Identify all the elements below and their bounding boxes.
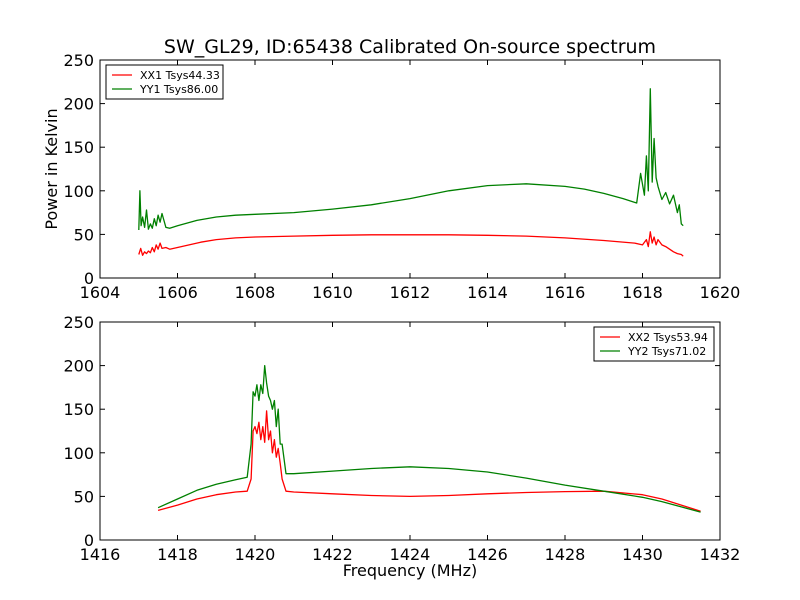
y-tick-label-1-0: 0: [84, 531, 94, 550]
x-tick-label-0-0: 1604: [80, 283, 121, 302]
y-tick-label-0-4: 200: [63, 95, 94, 114]
y-tick-label-0-3: 150: [63, 138, 94, 157]
y-tick-label-0-1: 50: [74, 225, 94, 244]
legend-box-1: [593, 326, 715, 362]
x-tick-label-1-2: 1420: [235, 545, 276, 564]
x-tick-label-1-0: 1416: [80, 545, 121, 564]
x-tick-label-1-7: 1430: [622, 545, 663, 564]
y-tick-label-0-2: 100: [63, 182, 94, 201]
series-line-1-0: [157, 410, 701, 512]
legend-label-1-1: YY2 Tsys71.02: [627, 345, 706, 358]
chart-title: SW_GL29, ID:65438 Calibrated On-source s…: [164, 36, 656, 58]
legend-box-0: [105, 64, 224, 100]
x-tick-label-0-2: 1608: [235, 283, 276, 302]
legend-label-0-1: YY1 Tsys86.00: [139, 83, 218, 96]
x-tick-label-1-8: 1432: [700, 545, 741, 564]
y-tick-label-1-2: 100: [63, 444, 94, 463]
x-tick-label-1-4: 1424: [390, 545, 431, 564]
x-tick-label-1-3: 1422: [312, 545, 353, 564]
y-axis-label: Power in Kelvin: [42, 108, 61, 229]
x-tick-label-1-1: 1418: [157, 545, 198, 564]
x-tick-label-0-7: 1618: [622, 283, 663, 302]
y-tick-label-0-0: 0: [84, 269, 94, 288]
y-tick-label-1-5: 250: [63, 313, 94, 332]
plot-top: 1604 1606 1608 1610 1612 1614 1616 1618 1620 0 50 1…: [63, 51, 740, 302]
y-tick-label-1-3: 150: [63, 400, 94, 419]
x-tick-label-0-8: 1620: [700, 283, 741, 302]
x-tick-label-1-5: 1426: [467, 545, 508, 564]
series-line-1-1: [157, 364, 701, 513]
series-line-0-0: [138, 231, 684, 257]
legend-label-0-0: XX1 Tsys44.33: [140, 69, 220, 82]
plot-bottom: 1416 1418 1420 1422 1424 1426 1428 1430 1432 0 50 1…: [63, 313, 740, 564]
y-tick-label-1-4: 200: [63, 357, 94, 376]
x-tick-label-0-4: 1612: [390, 283, 431, 302]
x-tick-label-0-6: 1616: [545, 283, 586, 302]
x-tick-label-0-1: 1606: [157, 283, 198, 302]
legend-label-1-0: XX2 Tsys53.94: [628, 331, 708, 344]
x-tick-label-0-5: 1614: [467, 283, 508, 302]
x-axis-label: Frequency (MHz): [343, 561, 477, 580]
y-tick-label-0-5: 250: [63, 51, 94, 70]
x-tick-label-1-6: 1428: [545, 545, 586, 564]
series-line-0-1: [138, 88, 684, 231]
y-tick-label-1-1: 50: [74, 487, 94, 506]
x-tick-label-0-3: 1610: [312, 283, 353, 302]
